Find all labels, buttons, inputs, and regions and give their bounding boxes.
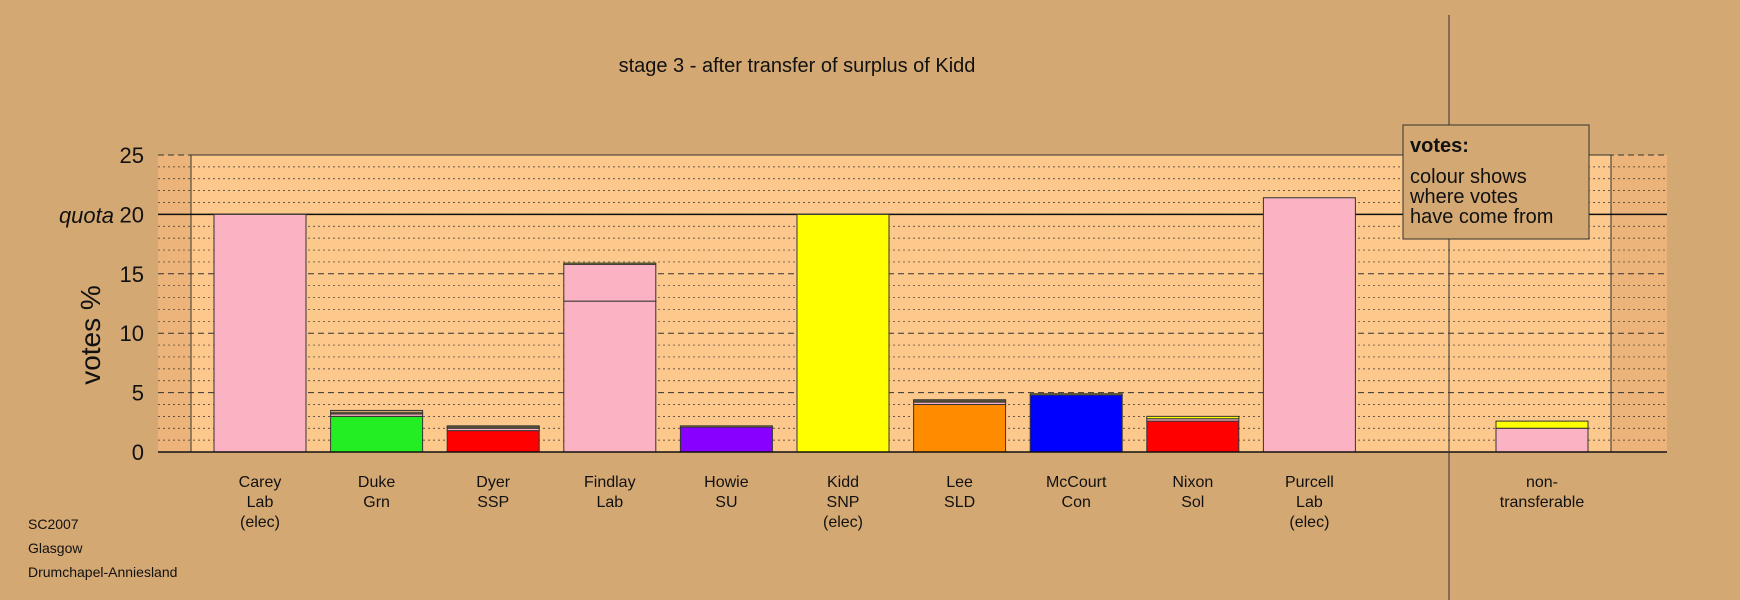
y-tick-label: 0 bbox=[132, 440, 144, 465]
candidate-label: Carey bbox=[239, 474, 282, 491]
bar-mccourt bbox=[1029, 393, 1123, 453]
candidate-label: (elec) bbox=[240, 514, 280, 531]
bar-segment bbox=[213, 213, 307, 453]
candidate-label: Nixon bbox=[1172, 474, 1213, 491]
bar-nixon bbox=[1146, 415, 1240, 453]
bar-segment bbox=[330, 409, 424, 414]
council-name: Glasgow bbox=[28, 540, 83, 556]
candidate-label: McCourt bbox=[1046, 474, 1107, 491]
bar-carey bbox=[213, 213, 307, 453]
candidate-labels: Carey Lab (elec) Duke Grn Dyer SSP Findlay Lab Ho… bbox=[239, 474, 1585, 531]
bar-segment bbox=[1146, 415, 1240, 420]
bar-segment bbox=[1029, 393, 1123, 396]
quota-label: quota bbox=[59, 203, 114, 228]
bar-segment bbox=[1146, 420, 1240, 453]
bar-segment bbox=[1495, 427, 1589, 453]
plot-area bbox=[190, 154, 1612, 453]
bar-nontransferable bbox=[1495, 420, 1589, 453]
legend-line-1: colour shows bbox=[1410, 166, 1527, 188]
bar-segment bbox=[563, 262, 657, 265]
candidate-label: Sol bbox=[1181, 494, 1204, 511]
candidate-label: SSP bbox=[477, 494, 509, 511]
bar-segment bbox=[913, 399, 1007, 402]
y-tick-label: 5 bbox=[132, 381, 144, 406]
election-info: SC2007 Glasgow Drumchapel-Anniesland bbox=[28, 512, 177, 584]
ward-name: Drumchapel-Anniesland bbox=[28, 564, 178, 580]
bar-segment bbox=[563, 263, 657, 302]
nontransferable-label: non- bbox=[1526, 474, 1558, 491]
legend-heading: votes: bbox=[1410, 135, 1469, 157]
y-tick-label: 20 bbox=[120, 202, 144, 227]
bar-howie bbox=[679, 425, 773, 453]
bar-segment bbox=[1262, 197, 1356, 453]
candidate-label: (elec) bbox=[823, 514, 863, 531]
candidate-label: Purcell bbox=[1285, 474, 1334, 491]
bar-dyer bbox=[446, 425, 540, 453]
bar-segment bbox=[796, 213, 890, 453]
candidate-label: Lab bbox=[1296, 494, 1323, 511]
candidate-label: Dyer bbox=[476, 474, 510, 491]
candidate-label: Lee bbox=[946, 474, 973, 491]
bar-kidd bbox=[796, 213, 890, 453]
candidate-label: Duke bbox=[358, 474, 395, 491]
bar-findlay bbox=[563, 262, 657, 453]
y-tick-label: 15 bbox=[120, 262, 144, 287]
bar-segment bbox=[679, 426, 773, 453]
grid-lines bbox=[158, 154, 1667, 453]
bar-segment bbox=[1495, 420, 1589, 429]
candidate-label: SU bbox=[715, 494, 737, 511]
bar-segment bbox=[446, 425, 540, 428]
nontransferable-label: transferable bbox=[1500, 494, 1585, 511]
bar-segment bbox=[913, 403, 1007, 453]
bars bbox=[213, 197, 1589, 453]
candidate-label: (elec) bbox=[1289, 514, 1329, 531]
candidate-label: Lab bbox=[596, 494, 623, 511]
candidate-label: Con bbox=[1062, 494, 1091, 511]
bar-segment bbox=[446, 430, 540, 453]
candidate-label: Howie bbox=[704, 474, 749, 491]
legend-line-3: have come from bbox=[1410, 206, 1553, 228]
candidate-label: Kidd bbox=[827, 474, 859, 491]
bar-segment bbox=[563, 300, 657, 453]
candidate-label: Grn bbox=[363, 494, 390, 511]
candidate-label: SNP bbox=[827, 494, 860, 511]
legend-line-2: where votes bbox=[1409, 186, 1518, 208]
election-code: SC2007 bbox=[28, 516, 79, 532]
bar-duke bbox=[330, 409, 424, 453]
candidate-label: SLD bbox=[944, 494, 975, 511]
candidate-label: Findlay bbox=[584, 474, 636, 491]
y-tick-label: 10 bbox=[120, 321, 144, 346]
chart-title: stage 3 - after transfer of surplus of K… bbox=[619, 55, 976, 77]
axis: 0 5 10 15 20 25 bbox=[120, 15, 1667, 600]
bar-lee bbox=[913, 399, 1007, 453]
bar-purcell bbox=[1262, 197, 1356, 453]
candidate-label: Lab bbox=[247, 494, 274, 511]
bar-segment bbox=[679, 425, 773, 428]
bar-segment bbox=[1029, 394, 1123, 453]
legend-box: votes: colour shows where votes have com… bbox=[1402, 124, 1590, 240]
bar-segment bbox=[330, 415, 424, 453]
y-tick-label: 25 bbox=[120, 143, 144, 168]
y-axis-label: votes % bbox=[75, 285, 106, 385]
